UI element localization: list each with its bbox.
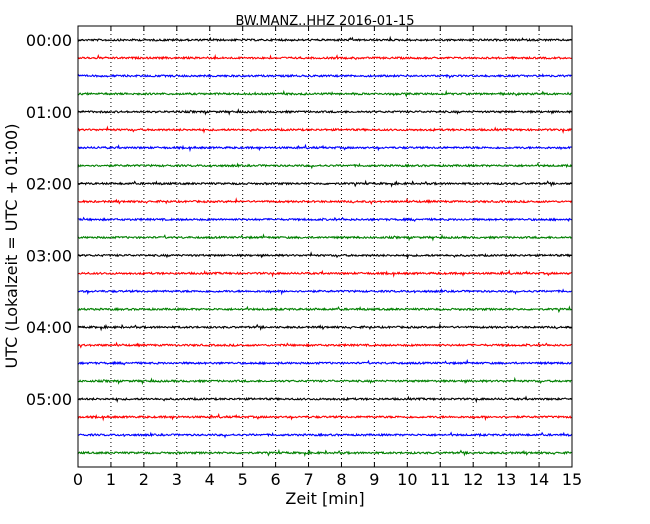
trace-0445 (77, 376, 572, 386)
y-tick-label: 00:00 (26, 31, 72, 50)
trace-0345 (77, 305, 572, 314)
trace-0300 (77, 251, 572, 260)
trace-0330 (77, 288, 572, 296)
x-tick-label: 9 (369, 470, 379, 489)
y-tick-label: 01:00 (26, 103, 72, 122)
y-axis-label: UTC (Lokalzeit = UTC + 01:00) (2, 124, 21, 369)
trace-0130 (77, 143, 572, 153)
x-tick-label: 12 (463, 470, 483, 489)
x-tick-label: 10 (397, 470, 417, 489)
x-tick-label: 8 (336, 470, 346, 489)
trace-0515 (77, 412, 572, 422)
trace-0215 (77, 197, 572, 206)
x-tick-label: 6 (271, 470, 281, 489)
x-tick-label: 15 (562, 470, 582, 489)
chart-title: BW.MANZ..HHZ 2016-01-15 (235, 14, 414, 29)
trace-0145 (77, 162, 572, 170)
y-tick-labels: 00:00 01:00 02:00 03:00 04:00 05:00 (26, 31, 72, 409)
trace-0100 (77, 108, 572, 116)
x-tick-label: 3 (172, 470, 182, 489)
axis-ticks (77, 26, 573, 467)
y-tick-label: 02:00 (26, 175, 72, 194)
x-tick-label: 13 (496, 470, 516, 489)
grid-lines (110, 26, 540, 467)
x-tick-label: 4 (205, 470, 215, 489)
trace-0315 (77, 269, 572, 278)
trace-0030 (77, 73, 572, 80)
x-tick-label: 1 (106, 470, 116, 489)
trace-0545 (77, 448, 572, 458)
trace-0230 (77, 216, 572, 223)
trace-0530 (77, 431, 572, 439)
trace-0000 (77, 35, 572, 43)
trace-0415 (77, 341, 572, 349)
x-tick-label: 2 (139, 470, 149, 489)
plot-frame (77, 25, 573, 468)
x-tick-label: 14 (529, 470, 549, 489)
trace-0245 (77, 233, 572, 242)
trace-0200 (77, 179, 572, 188)
x-tick-label: 5 (238, 470, 248, 489)
trace-0400 (77, 322, 572, 332)
trace-0115 (77, 125, 572, 134)
trace-0045 (77, 89, 572, 98)
x-tick-label: 0 (73, 470, 83, 489)
x-axis-label: Zeit [min] (285, 489, 364, 508)
x-tick-label: 11 (430, 470, 450, 489)
trace-0015 (77, 53, 572, 61)
x-tick-label: 7 (303, 470, 313, 489)
y-tick-label: 04:00 (26, 318, 72, 337)
y-tick-label: 03:00 (26, 246, 72, 265)
x-tick-labels: 0 1 2 3 4 5 6 7 8 9 10 11 12 13 14 15 (73, 470, 582, 489)
trace-0430 (77, 358, 572, 366)
trace-0500 (77, 395, 572, 404)
y-tick-label: 05:00 (26, 390, 72, 409)
seismogram-traces (77, 35, 572, 458)
